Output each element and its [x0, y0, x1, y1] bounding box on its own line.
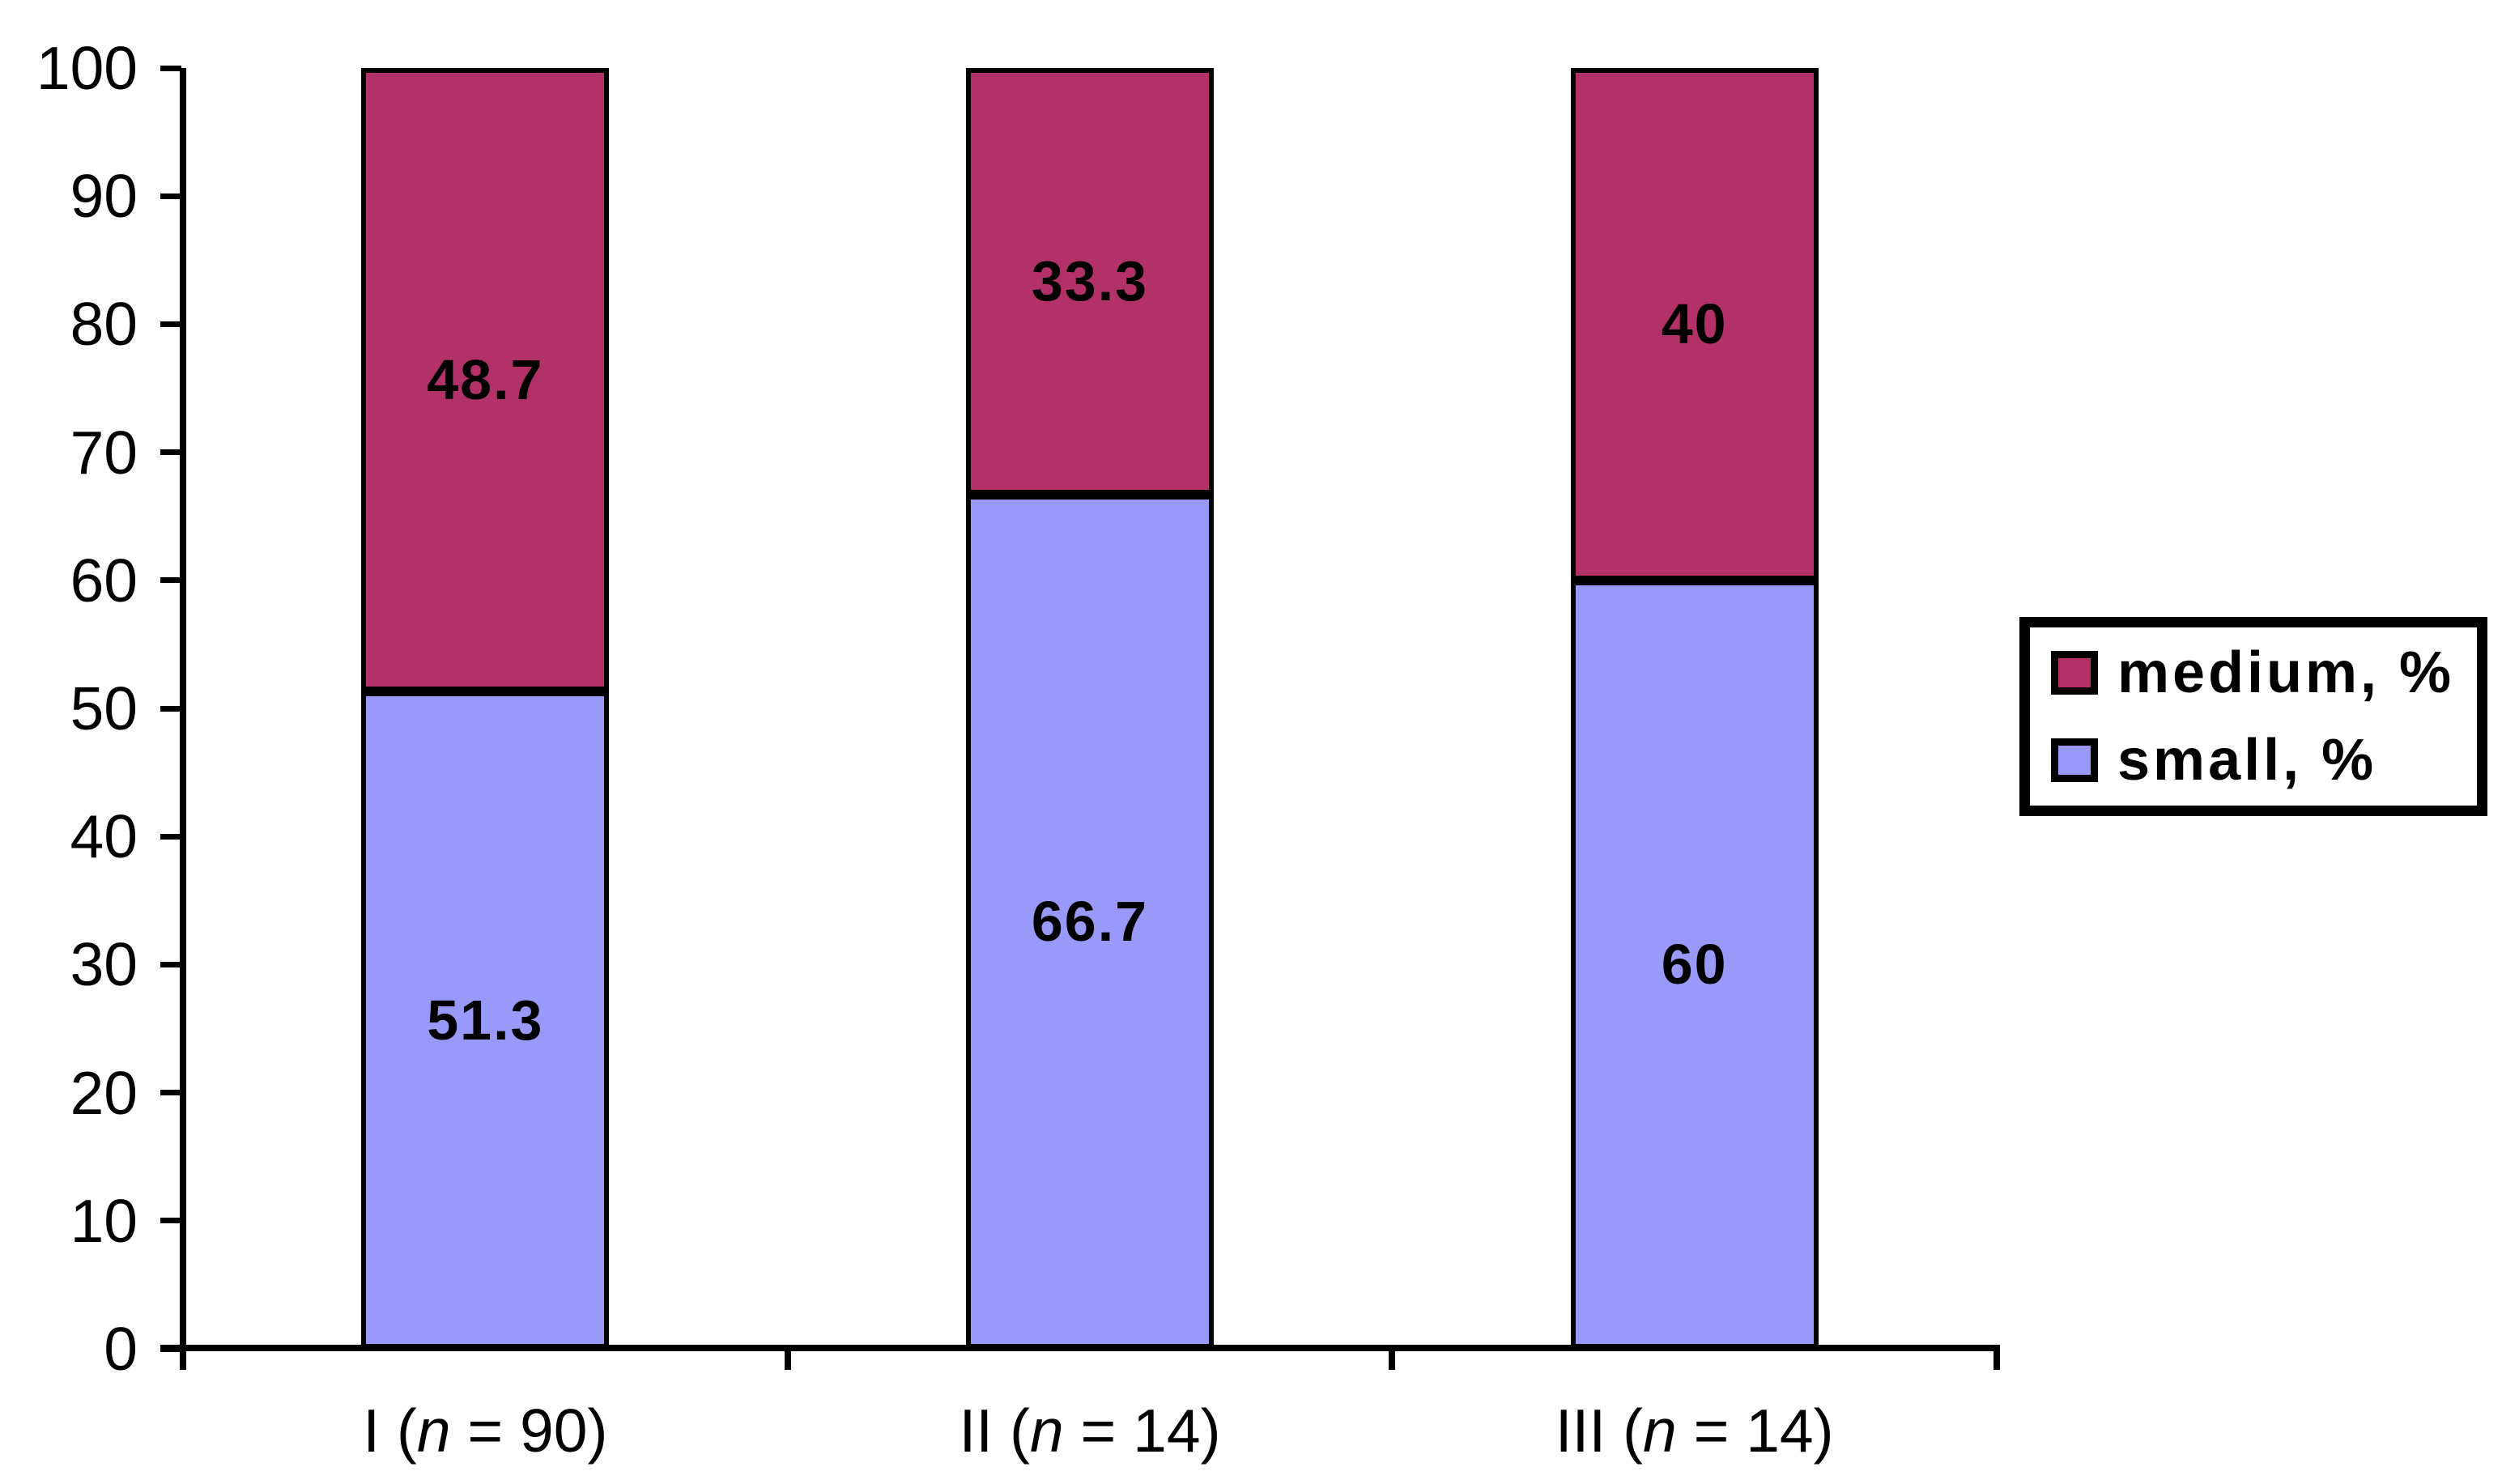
- legend-item-medium: medium, %: [2051, 640, 2477, 706]
- value-label: 66.7: [1031, 890, 1149, 954]
- y-axis-tick: [160, 193, 181, 199]
- y-tick-label: 100: [36, 34, 138, 102]
- y-axis-tick: [160, 321, 181, 327]
- y-axis-tick: [160, 449, 181, 456]
- bar-segment-small-3: 60: [1570, 580, 1819, 1349]
- value-label: 48.7: [427, 348, 544, 412]
- x-category-label: II (n = 14): [959, 1397, 1221, 1465]
- bar-segment-medium-1: 48.7: [361, 68, 610, 692]
- value-label: 51.3: [427, 989, 544, 1052]
- y-axis-tick: [160, 65, 181, 71]
- y-axis-tick: [160, 961, 181, 967]
- y-tick-label: 10: [70, 1186, 138, 1255]
- legend-swatch-medium-icon: [2051, 651, 2098, 695]
- y-axis-tick: [160, 577, 181, 584]
- x-axis-tick: [784, 1345, 791, 1370]
- legend: medium, % small, %: [2019, 617, 2487, 816]
- legend-label: small, %: [2117, 728, 2377, 793]
- y-axis-tick: [160, 1218, 181, 1224]
- y-tick-label: 60: [70, 546, 138, 614]
- y-tick-label: 0: [104, 1315, 138, 1383]
- y-axis-line: [180, 68, 186, 1370]
- x-category-label: I (n = 90): [363, 1397, 608, 1465]
- y-tick-label: 70: [70, 418, 138, 487]
- y-axis-tick: [160, 1346, 181, 1352]
- value-label: 33.3: [1031, 249, 1149, 313]
- bar-segment-small-2: 66.7: [966, 494, 1214, 1349]
- y-axis-tick: [160, 833, 181, 840]
- value-label: 60: [1661, 933, 1728, 997]
- legend-label: medium, %: [2117, 640, 2455, 705]
- legend-swatch-small-icon: [2051, 738, 2098, 782]
- bar-segment-medium-3: 40: [1570, 68, 1819, 580]
- value-label: 40: [1661, 292, 1728, 356]
- x-axis-tick: [1389, 1345, 1396, 1370]
- y-tick-label: 20: [70, 1058, 138, 1127]
- y-axis-tick: [160, 1090, 181, 1096]
- x-axis-tick: [1994, 1345, 2000, 1370]
- y-tick-label: 30: [70, 930, 138, 999]
- y-axis-tick: [160, 705, 181, 712]
- y-tick-label: 50: [70, 674, 138, 742]
- y-tick-label: 80: [70, 290, 138, 359]
- bar-segment-medium-2: 33.3: [966, 68, 1214, 495]
- y-tick-label: 40: [70, 802, 138, 871]
- legend-item-small: small, %: [2051, 727, 2477, 793]
- bar-segment-small-1: 51.3: [361, 691, 610, 1349]
- y-tick-label: 90: [70, 162, 138, 231]
- x-category-label: III (n = 14): [1555, 1397, 1834, 1465]
